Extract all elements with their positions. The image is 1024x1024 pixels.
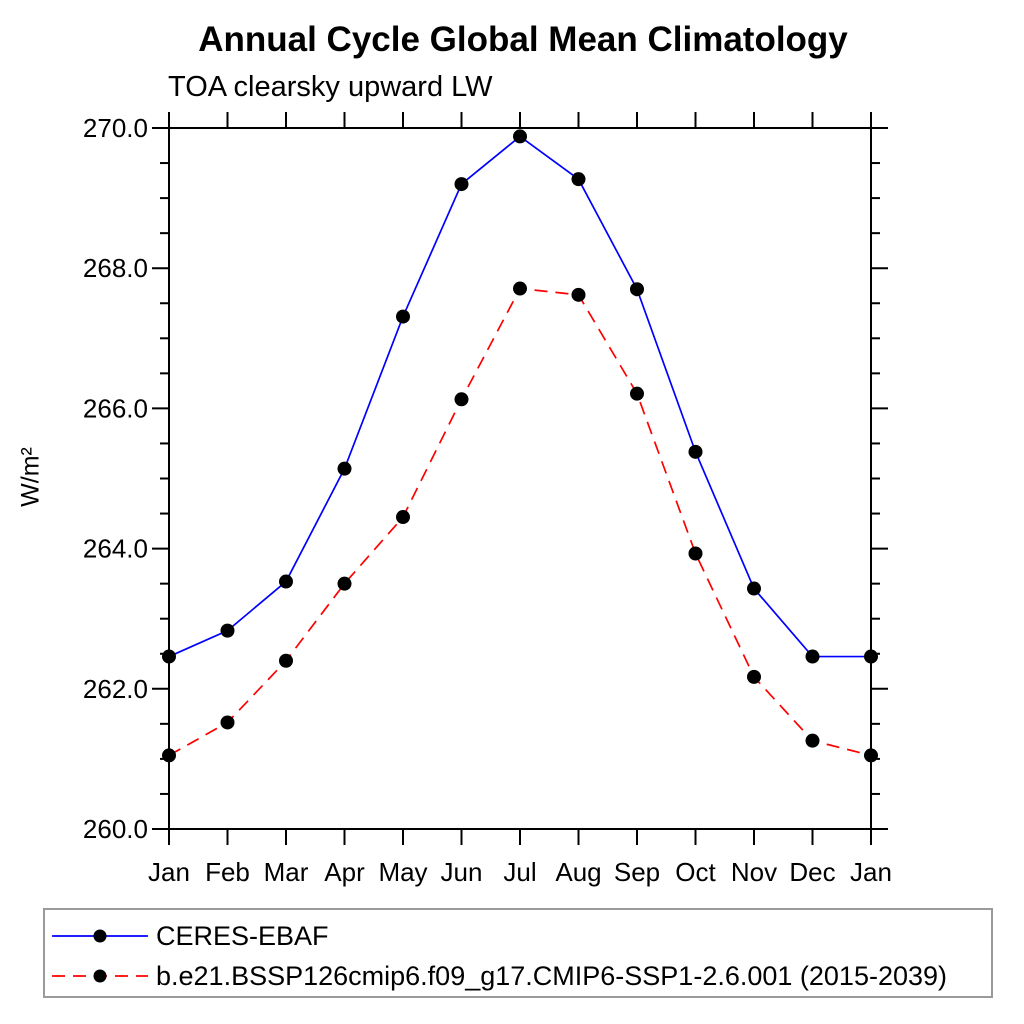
x-tick-label: Nov bbox=[731, 857, 777, 887]
legend-item-model-run: b.e21.BSSP126cmip6.f09_g17.CMIP6-SSP1-2.… bbox=[50, 958, 947, 994]
legend-line-sample-dashed bbox=[52, 969, 148, 983]
plot-area: 260.0 262.0 264.0 266.0 268.0 270.0 Jan Feb Mar A… bbox=[83, 112, 892, 887]
series-line-1 bbox=[168, 287, 872, 757]
data-point-marker bbox=[454, 177, 469, 192]
data-point-marker bbox=[220, 715, 235, 730]
x-tick-label: May bbox=[378, 857, 427, 887]
x-tick-label: Jan bbox=[850, 857, 892, 887]
data-point-marker bbox=[571, 287, 586, 302]
data-point-marker bbox=[688, 546, 703, 561]
data-point-marker bbox=[747, 581, 761, 596]
data-point-marker bbox=[747, 669, 761, 684]
x-tick-label: Feb bbox=[205, 857, 250, 887]
x-tick-label: Sep bbox=[614, 857, 660, 887]
y-tick-label: 266.0 bbox=[83, 393, 148, 423]
data-point-marker bbox=[805, 733, 820, 748]
data-point-marker bbox=[337, 576, 352, 591]
legend-marker bbox=[93, 969, 107, 983]
x-tick-label: Mar bbox=[264, 857, 309, 887]
legend: CERES-EBAF b.e21.BSSP126cmip6.f09_g17.CM… bbox=[43, 908, 993, 998]
data-point-marker bbox=[571, 172, 586, 187]
y-tick-label: 262.0 bbox=[83, 674, 148, 704]
chart-title: Annual Cycle Global Mean Climatology bbox=[198, 20, 848, 59]
data-point-marker bbox=[220, 623, 235, 638]
x-tick-label: Jan bbox=[148, 857, 190, 887]
y-tick-label: 260.0 bbox=[83, 814, 148, 844]
x-tick-label: Jun bbox=[441, 857, 483, 887]
data-point-marker bbox=[513, 129, 527, 144]
x-tick-label: Oct bbox=[675, 857, 716, 887]
data-point-marker bbox=[513, 281, 527, 296]
data-point-marker bbox=[162, 649, 176, 664]
legend-marker bbox=[93, 929, 107, 943]
data-point-marker bbox=[279, 653, 293, 668]
data-point-marker bbox=[396, 309, 410, 324]
y-tick-label: 264.0 bbox=[83, 534, 148, 564]
data-point-marker bbox=[396, 510, 410, 525]
y-tick-label: 270.0 bbox=[83, 113, 148, 143]
legend-label: CERES-EBAF bbox=[156, 920, 329, 951]
chart-subtitle: TOA clearsky upward LW bbox=[168, 71, 493, 103]
data-point-marker bbox=[337, 461, 352, 476]
data-point-marker bbox=[162, 748, 176, 763]
series-line-0 bbox=[168, 135, 871, 658]
x-tick-label: Dec bbox=[789, 857, 835, 887]
x-tick-label: Apr bbox=[324, 857, 365, 887]
data-point-marker bbox=[630, 282, 644, 297]
data-point-marker bbox=[454, 392, 469, 407]
x-tick-label: Jul bbox=[503, 857, 536, 887]
data-point-marker bbox=[279, 574, 293, 589]
data-point-marker bbox=[630, 386, 644, 401]
y-tick-label: 268.0 bbox=[83, 253, 148, 283]
data-point-marker bbox=[864, 748, 878, 763]
legend-item-ceres-ebaf: CERES-EBAF bbox=[50, 918, 329, 954]
data-point-marker bbox=[688, 444, 703, 459]
legend-label: b.e21.BSSP126cmip6.f09_g17.CMIP6-SSP1-2.… bbox=[156, 960, 948, 991]
x-tick-label: Aug bbox=[555, 857, 601, 887]
legend-line-sample-solid bbox=[52, 929, 148, 943]
data-point-marker bbox=[805, 649, 820, 664]
data-point-marker bbox=[864, 649, 878, 664]
